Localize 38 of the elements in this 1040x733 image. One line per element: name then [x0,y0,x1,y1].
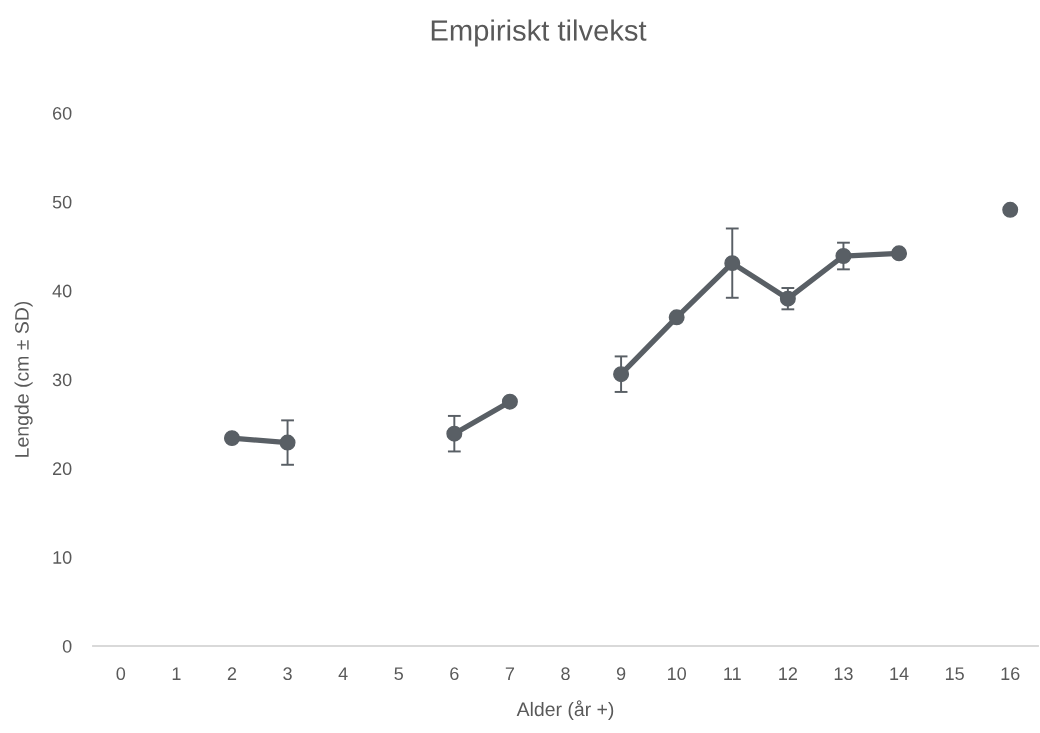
point [446,425,463,442]
point [779,290,796,307]
y-tick-label: 30 [52,373,72,387]
x-tick-label: 7 [505,667,515,680]
x-tick-label: 2 [227,667,237,680]
x-tick-label: 10 [668,667,687,681]
x-tick-label: 3 [283,667,292,681]
y-tick-label: 20 [52,462,72,476]
y-tick-label: 40 [52,284,72,298]
x-tick-label: 15 [945,667,964,681]
x-tick-label: 5 [394,667,403,681]
x-tick-label: 6 [450,667,459,681]
y-tick-label: 0 [62,639,72,653]
x-tick-label: 11 [724,667,741,680]
point [1002,201,1019,218]
chart-title: Empiriskt tilvekst [431,19,647,47]
y-tick-label: 60 [53,106,72,120]
x-tick-label: 8 [561,667,570,681]
y-tick-label: 50 [52,195,72,209]
x-tick-label: 4 [338,667,348,680]
point [279,434,296,451]
x-axis-title: Alder (år +) [516,700,614,721]
point [724,255,741,272]
x-tick-label: 9 [616,667,626,681]
point [613,366,630,383]
point [501,393,518,410]
y-tick-label: 10 [53,551,72,564]
point [668,309,685,326]
x-tick-label: 12 [779,667,797,680]
point [835,248,852,265]
x-tick-label: 1 [172,667,181,680]
y-axis-title: Lengde (cm ± SD) [14,301,33,457]
x-tick-label: 0 [116,667,126,681]
x-tick-label: 14 [890,667,909,680]
x-tick-label: 13 [834,667,853,681]
point [223,430,240,447]
point [891,245,908,262]
x-tick-label: 16 [1001,667,1020,681]
